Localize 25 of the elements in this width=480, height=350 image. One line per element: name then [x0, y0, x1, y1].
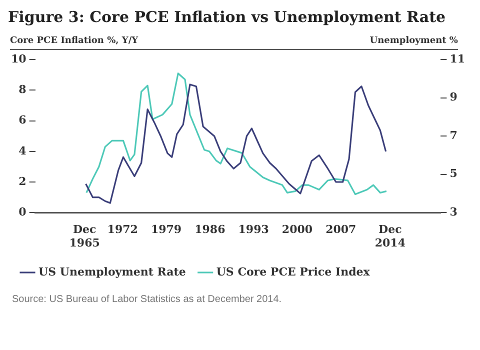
- y-axis-title: Core PCE Inflation %, Y/Y: [10, 36, 138, 46]
- y-tick-label: 8: [18, 83, 27, 96]
- x-tick-label: 1993: [238, 223, 269, 236]
- x-tick-label: 1979: [150, 223, 182, 236]
- x-tick-label: 2000: [282, 223, 313, 236]
- y-tick-label: 6: [18, 114, 27, 127]
- legend-label: US Unemployment Rate: [38, 265, 186, 278]
- y2-axis-title: Unemployment %: [370, 36, 458, 46]
- y2-tick-label: 11: [450, 52, 466, 66]
- x-tick-label: 1972: [107, 223, 138, 236]
- y2-tick-label: 7: [450, 128, 458, 142]
- chart-title: Figure 3: Core PCE Inflation vs Unemployment Rate: [8, 8, 447, 26]
- y-tick-label: 10: [10, 52, 27, 66]
- y-tick-label: 4: [18, 144, 27, 158]
- y2-tick-label: 3: [450, 205, 458, 218]
- x-tick-label: 1986: [194, 223, 226, 236]
- y-tick-label: 0: [18, 205, 27, 218]
- x-tick-label: 2007: [326, 223, 356, 236]
- y2-tick-label: 5: [450, 167, 458, 180]
- source-note: Source: US Bureau of Labor Statistics as at December 2014.: [12, 294, 283, 305]
- x-tick-label: Dec 1965: [69, 223, 100, 250]
- legend-label: US Core PCE Price Index: [216, 265, 370, 278]
- x-tick-label: Dec 2014: [374, 223, 406, 250]
- y-tick-label: 2: [18, 174, 26, 188]
- y2-tick-label: 9: [450, 90, 458, 104]
